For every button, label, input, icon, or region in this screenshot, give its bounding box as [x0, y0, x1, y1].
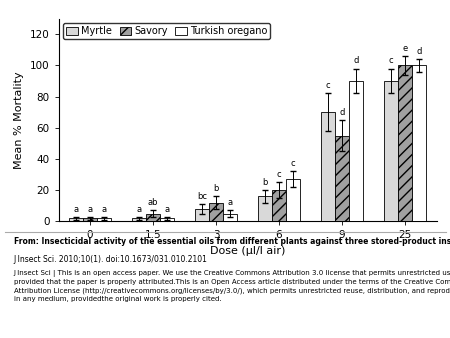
Bar [412, 65, 426, 221]
Text: d: d [353, 56, 359, 65]
Bar [195, 209, 209, 221]
Bar [160, 218, 174, 221]
Text: d: d [339, 108, 345, 117]
Text: c: c [389, 56, 393, 65]
Text: From: Insecticidal activity of the essential oils from different plants against : From: Insecticidal activity of the essen… [14, 237, 450, 246]
Text: a: a [74, 204, 79, 214]
Text: c: c [326, 81, 330, 90]
Bar [83, 218, 97, 221]
Text: ab: ab [148, 198, 158, 207]
Text: bc: bc [197, 192, 207, 201]
Text: a: a [101, 204, 106, 214]
Bar [97, 218, 111, 221]
Bar [132, 218, 146, 221]
Bar [69, 218, 83, 221]
Text: a: a [227, 198, 232, 207]
Text: a: a [164, 204, 169, 214]
Text: a: a [87, 204, 93, 214]
Text: c: c [291, 159, 295, 168]
Bar [335, 136, 349, 221]
Text: d: d [416, 47, 422, 56]
Y-axis label: Mean % Mortality: Mean % Mortality [14, 71, 24, 169]
X-axis label: Dose (μl/l air): Dose (μl/l air) [210, 246, 285, 256]
Bar [223, 214, 237, 221]
Text: b: b [262, 178, 268, 187]
Bar [286, 179, 300, 221]
Bar [321, 112, 335, 221]
Text: J Insect Sci. 2010;10(1). doi:10.1673/031.010.2101: J Insect Sci. 2010;10(1). doi:10.1673/03… [14, 255, 207, 264]
Text: a: a [137, 204, 142, 214]
Bar [146, 214, 160, 221]
Legend: Myrtle, Savory, Turkish oregano: Myrtle, Savory, Turkish oregano [63, 23, 270, 39]
Bar [398, 65, 412, 221]
Bar [384, 81, 398, 221]
Text: e: e [402, 44, 408, 53]
Bar [349, 81, 363, 221]
Text: J Insect Sci | This is an open access paper. We use the Creative Commons Attribu: J Insect Sci | This is an open access pa… [14, 270, 450, 302]
Text: c: c [277, 170, 281, 179]
Text: b: b [213, 184, 219, 193]
Bar [272, 190, 286, 221]
Bar [258, 196, 272, 221]
Bar [209, 203, 223, 221]
